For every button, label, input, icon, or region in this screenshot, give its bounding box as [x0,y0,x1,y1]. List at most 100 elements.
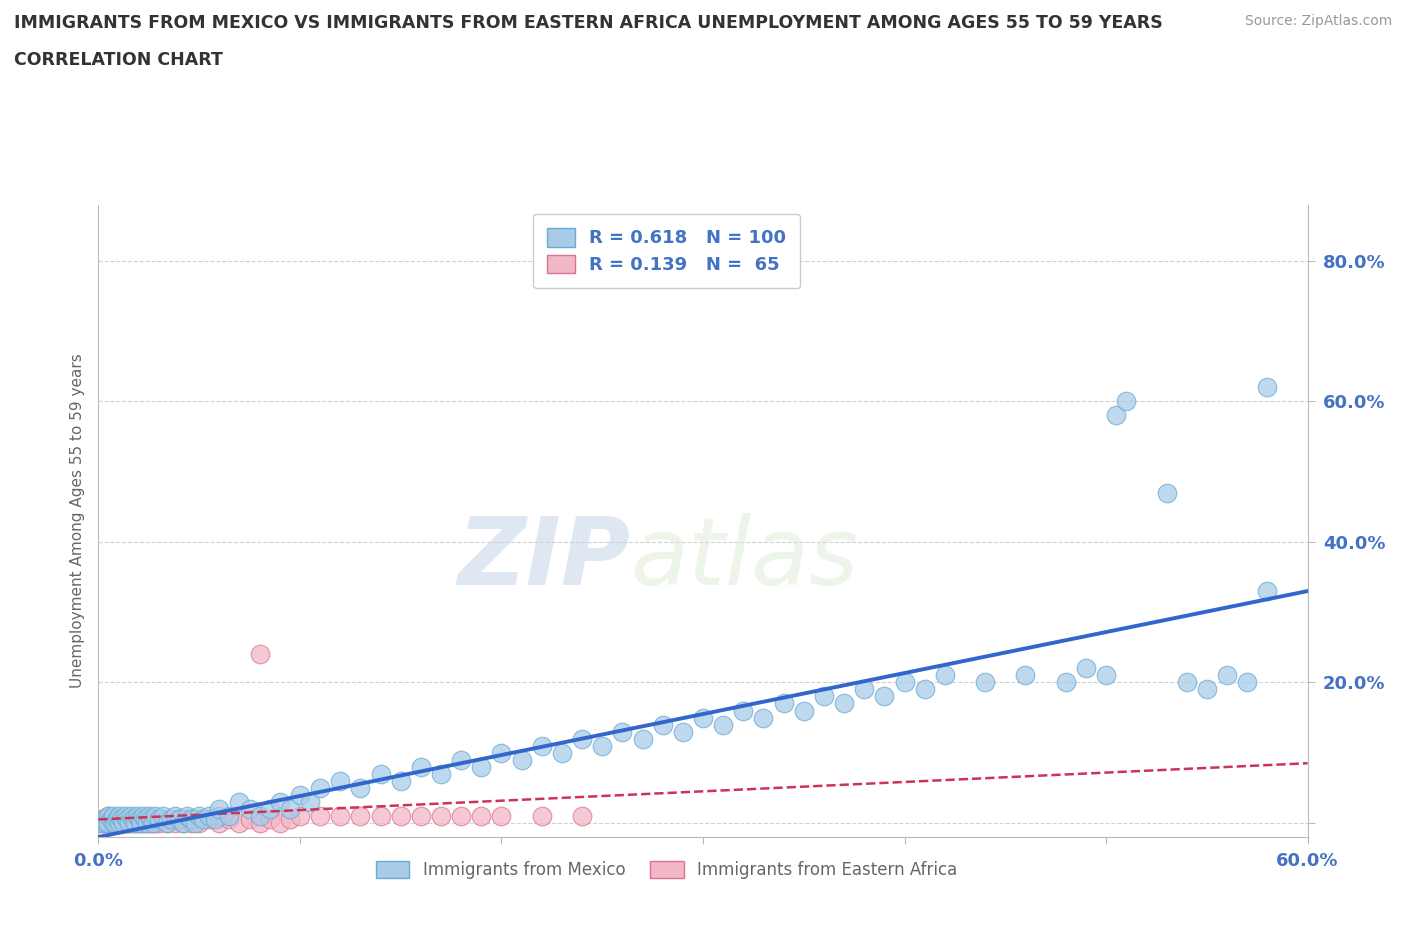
Point [551,745,574,760]
Point [269,794,291,809]
Point [172,816,194,830]
Point [491,745,513,760]
Point [269,816,291,830]
Point [152,812,174,827]
Point [110,812,132,827]
Point [105,812,128,827]
Point [97,816,120,830]
Point [309,808,332,823]
Point [138,812,160,827]
Point [134,812,156,827]
Point [148,816,170,830]
Point [974,675,997,690]
Point [156,816,179,830]
Point [135,816,157,830]
Point [124,816,146,830]
Point [129,816,152,830]
Point [832,696,855,711]
Point [121,812,143,827]
Point [208,816,231,830]
Point [125,808,148,823]
Point [430,766,453,781]
Point [470,759,492,774]
Point [143,808,166,823]
Point [101,808,124,823]
Point [180,816,202,830]
Point [1256,584,1278,599]
Point [93,812,115,827]
Point [278,812,301,827]
Point [349,808,371,823]
Point [93,816,115,830]
Point [146,812,169,827]
Point [103,816,125,830]
Point [259,812,281,827]
Point [96,812,118,827]
Point [160,812,183,827]
Point [349,780,371,795]
Point [163,816,186,830]
Point [142,812,165,827]
Point [111,816,134,830]
Point [1236,675,1258,690]
Point [530,738,553,753]
Point [176,808,198,823]
Point [249,816,271,830]
Point [228,816,250,830]
Point [1115,394,1137,409]
Point [101,816,124,830]
Point [204,812,226,827]
Text: atlas: atlas [630,513,859,604]
Text: IMMIGRANTS FROM MEXICO VS IMMIGRANTS FROM EASTERN AFRICA UNEMPLOYMENT AMONG AGES: IMMIGRANTS FROM MEXICO VS IMMIGRANTS FRO… [14,14,1163,32]
Point [853,682,876,697]
Point [124,816,146,830]
Point [198,808,221,823]
Point [309,780,332,795]
Point [156,816,179,830]
Point [118,816,141,830]
Text: Source: ZipAtlas.com: Source: ZipAtlas.com [1244,14,1392,28]
Point [571,731,593,746]
Point [184,816,207,830]
Point [188,808,211,823]
Point [1216,668,1239,683]
Point [115,812,138,827]
Point [132,816,155,830]
Point [139,812,162,827]
Point [1256,379,1278,394]
Point [893,675,915,690]
Point [135,816,157,830]
Point [772,696,794,711]
Point [91,812,114,827]
Point [100,816,122,830]
Point [97,808,120,823]
Point [208,808,231,823]
Point [1105,408,1128,423]
Point [167,812,190,827]
Point [430,808,453,823]
Point [120,808,142,823]
Point [1095,668,1118,683]
Point [288,808,311,823]
Point [934,668,956,683]
Point [111,816,134,830]
Point [115,816,138,830]
Point [121,812,143,827]
Point [193,812,215,827]
Point [571,808,593,823]
Point [114,808,136,823]
Point [176,812,198,827]
Point [510,752,533,767]
Point [239,802,262,817]
Point [97,816,120,830]
Point [188,816,211,830]
Point [120,816,142,830]
Point [228,794,250,809]
Point [591,738,613,753]
Point [148,812,170,827]
Point [208,802,231,817]
Point [118,812,141,827]
Point [409,759,432,774]
Point [873,689,896,704]
Point [259,802,281,817]
